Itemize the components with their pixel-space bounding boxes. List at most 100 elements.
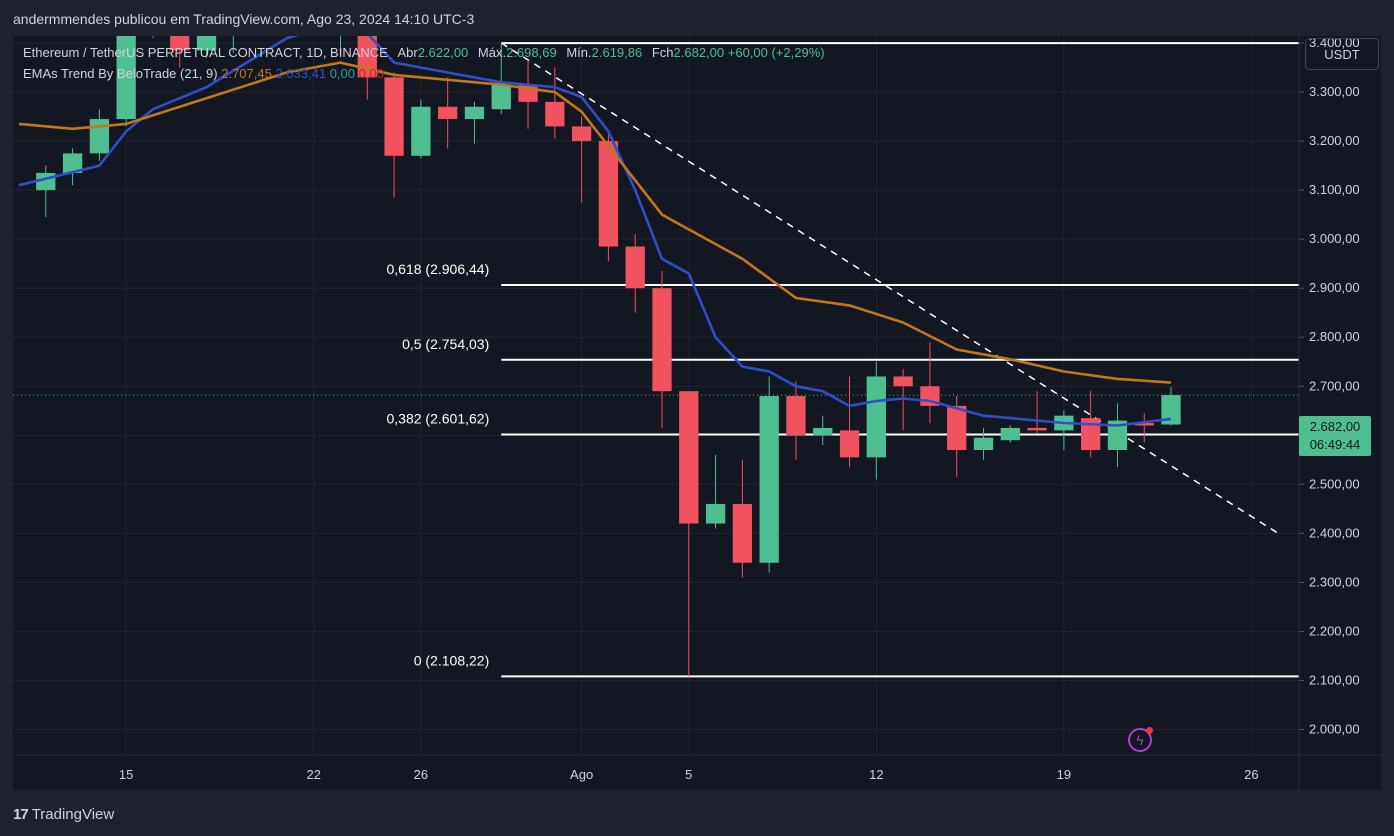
- candle-body: [438, 106, 458, 120]
- fib-retracement: 1 (3.399,85)0,618 (2.906,44)0,5 (2.754,0…: [387, 42, 1299, 678]
- low-value: 2.619,86: [591, 45, 643, 60]
- candle: [598, 133, 619, 262]
- candle-body: [491, 84, 511, 110]
- candle: [1000, 425, 1020, 443]
- change-value: +60,00 (+2,29%): [727, 45, 825, 60]
- candle: [464, 101, 485, 144]
- y-tick-label: 3.000,00: [1309, 231, 1360, 246]
- candle-body: [625, 246, 645, 289]
- x-tick-label: 5: [685, 767, 692, 782]
- bolt-icon[interactable]: ϟ: [1128, 728, 1152, 752]
- ema9-line: [18, 36, 1172, 427]
- candle: [1161, 386, 1181, 426]
- published-by-header: andermmendes publicou em TradingView.com…: [13, 11, 475, 27]
- x-tick-label: 19: [1057, 767, 1071, 782]
- candle: [679, 391, 699, 677]
- candle-body: [786, 396, 806, 436]
- candle: [491, 43, 511, 115]
- symbol-title: Ethereum / TetherUS PERPETUAL CONTRACT, …: [23, 45, 388, 60]
- candle: [170, 36, 190, 68]
- candle: [116, 36, 136, 127]
- candle: [866, 361, 886, 480]
- footer: 17 TradingView: [0, 792, 1394, 836]
- candle: [438, 77, 458, 149]
- x-tick-label: 22: [306, 767, 320, 782]
- candle-body: [705, 503, 726, 524]
- candle-body: [1107, 420, 1128, 450]
- candle-body: [973, 437, 994, 450]
- candle: [839, 376, 860, 468]
- ema21-value: 2.707,45: [221, 66, 272, 81]
- y-tick-label: 2.200,00: [1309, 623, 1360, 638]
- fib-level-label: 0,5 (2.754,03): [402, 336, 489, 352]
- y-tick-label: 2.800,00: [1309, 329, 1360, 344]
- candle: [1134, 413, 1154, 443]
- candle-body: [598, 141, 619, 247]
- candle-body: [545, 101, 565, 127]
- indicator-value-3: 0,00: [329, 66, 356, 81]
- indicator-name: EMAs Trend By BeloTrade (21, 9): [23, 66, 218, 81]
- candle-body: [89, 119, 110, 154]
- candle-body: [196, 36, 217, 51]
- candle-body: [679, 391, 699, 524]
- candle: [652, 271, 672, 428]
- trendline: [500, 42, 1279, 534]
- x-tick-label: 12: [869, 767, 883, 782]
- y-tick-label: 2.500,00: [1309, 476, 1360, 491]
- candle: [732, 459, 753, 578]
- notification-dot: [1146, 727, 1153, 734]
- y-tick-label: 2.900,00: [1309, 280, 1360, 295]
- y-tick-label: 2.700,00: [1309, 378, 1360, 393]
- x-tick-label: Ago: [570, 767, 593, 782]
- currency-selector[interactable]: USDT: [1305, 38, 1379, 70]
- fib-level-label: 0,618 (2.906,44): [387, 261, 490, 277]
- candle-body: [571, 126, 592, 142]
- indicator-legend[interactable]: EMAs Trend By BeloTrade (21, 9) 2.707,45…: [23, 66, 384, 81]
- candle: [786, 381, 806, 460]
- candle-body: [866, 376, 886, 458]
- candle: [62, 148, 83, 186]
- fib-level-label: 0 (2.108,22): [414, 652, 490, 668]
- tradingview-logo[interactable]: 17 TradingView: [13, 806, 114, 823]
- candle-body: [1000, 427, 1020, 441]
- candle: [384, 72, 404, 198]
- axes: 2.000,00 2.100,00 2.200,00 2.300,00 2.400,00…: [13, 36, 1381, 790]
- high-value: 2.698,69: [506, 45, 557, 60]
- high-key: Máx.: [477, 45, 507, 60]
- x-tick-label: 15: [119, 767, 133, 782]
- candle-body: [1134, 423, 1154, 426]
- candle: [545, 67, 565, 139]
- low-key: Mín.: [566, 45, 592, 60]
- candle: [973, 427, 994, 460]
- y-tick-label: 3.400,00: [1309, 36, 1360, 50]
- y-tick-label: 2.400,00: [1309, 525, 1360, 540]
- candle-body: [759, 396, 779, 563]
- candle: [1107, 403, 1128, 468]
- open-key: Abr: [397, 45, 418, 60]
- bar-countdown: 06:49:44: [1309, 437, 1361, 452]
- y-tick-label: 2.100,00: [1309, 672, 1360, 687]
- candle-body: [1027, 427, 1047, 431]
- x-tick-label: 26: [1244, 767, 1258, 782]
- candle: [340, 36, 341, 53]
- y-tick-label: 3.200,00: [1309, 133, 1360, 148]
- candle: [232, 36, 234, 53]
- close-value: 2.682,00: [673, 45, 725, 60]
- y-tick-label: 3.100,00: [1309, 182, 1360, 197]
- candle-body: [813, 427, 833, 436]
- candle: [705, 454, 726, 529]
- candle: [196, 36, 217, 58]
- ema21-line: [18, 61, 1172, 384]
- last-price-tag: 2.682,00 06:49:44: [1299, 416, 1371, 456]
- candle-body: [652, 288, 672, 392]
- candle-body: [62, 153, 83, 173]
- y-tick-label: 3.300,00: [1309, 84, 1360, 99]
- candle-body: [464, 106, 485, 120]
- open-value: 2.622,00: [417, 45, 469, 60]
- candle-body: [384, 77, 404, 156]
- chart-canvas[interactable]: 1 (3.399,85)0,618 (2.906,44)0,5 (2.754,0…: [13, 36, 1381, 790]
- candle-body: [411, 106, 431, 156]
- candle: [571, 116, 592, 203]
- indicator-value-4: 0,00: [358, 66, 384, 81]
- candle-body: [1081, 418, 1101, 450]
